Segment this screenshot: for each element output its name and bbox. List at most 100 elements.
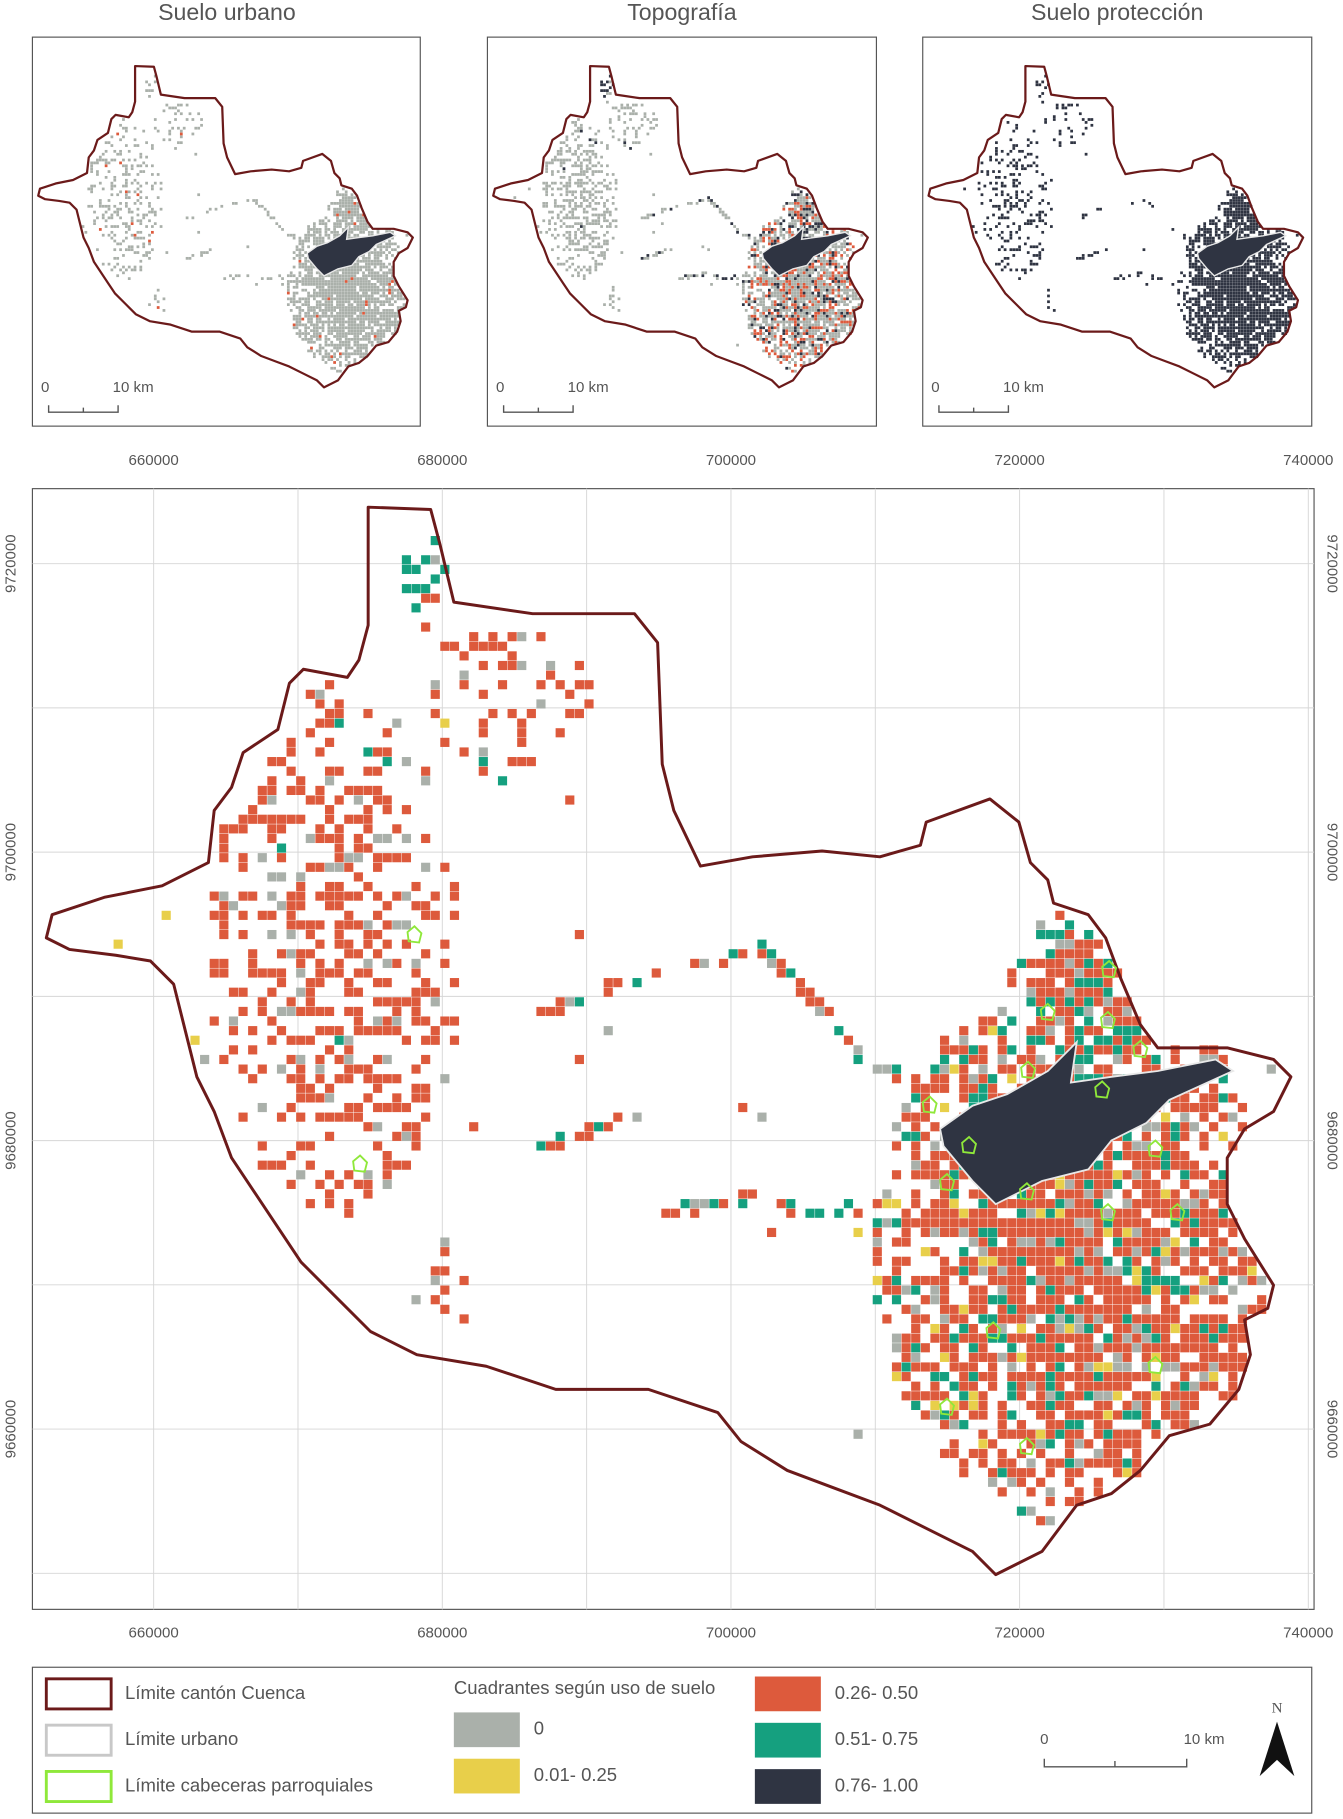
land-cell (353, 349, 357, 353)
land-cell (1122, 1237, 1132, 1247)
land-cell (353, 291, 357, 295)
land-cell (339, 317, 342, 321)
land-cell (773, 337, 777, 341)
land-cell (370, 271, 374, 275)
land-cell (611, 294, 615, 298)
land-cell (808, 335, 812, 338)
land-cell (330, 355, 334, 359)
land-cell (1151, 1275, 1161, 1286)
land-cell (310, 329, 313, 333)
land-cell (353, 311, 357, 315)
land-cell (356, 283, 360, 286)
land-cell (341, 291, 345, 295)
land-cell (1093, 1160, 1103, 1170)
land-cell (344, 1064, 354, 1074)
land-cell (356, 265, 360, 269)
land-cell (939, 1372, 950, 1382)
land-cell (1180, 1333, 1190, 1343)
land-cell (295, 314, 299, 318)
land-cell (276, 872, 287, 882)
land-cell (1209, 1208, 1219, 1218)
land-cell (330, 343, 334, 347)
land-cell (385, 248, 389, 252)
land-cell (805, 280, 809, 283)
land-cell (565, 149, 569, 153)
land-cell (382, 1074, 392, 1084)
land-cell (1151, 1237, 1161, 1247)
land-cell (396, 291, 400, 295)
land-cell (1132, 1160, 1142, 1170)
land-cell (568, 216, 572, 220)
land-cell (392, 853, 402, 863)
land-cell (773, 349, 777, 353)
land-cell (339, 309, 342, 312)
land-cell (1103, 1439, 1113, 1449)
land-cell (565, 997, 575, 1007)
land-cell (330, 326, 334, 330)
land-cell (770, 291, 774, 295)
land-cell (295, 285, 299, 289)
land-cell (344, 283, 348, 286)
land-cell (805, 216, 809, 220)
land-cell (661, 1208, 671, 1218)
land-cell (344, 352, 348, 356)
land-cell (765, 317, 768, 321)
land-cell (753, 236, 757, 240)
land-cell (1036, 1218, 1046, 1228)
land-cell (773, 309, 777, 312)
land-cell (391, 254, 394, 257)
land-cell (808, 329, 812, 333)
land-cell (286, 766, 296, 776)
land-cell (382, 833, 392, 844)
land-cell (606, 80, 609, 84)
land-cell (334, 853, 344, 863)
land-cell (788, 320, 791, 324)
land-cell (344, 343, 348, 347)
land-cell (753, 297, 757, 301)
land-cell (151, 89, 154, 92)
land-cell (347, 297, 351, 301)
land-cell (298, 256, 302, 260)
land-cell (805, 317, 809, 321)
land-cell (796, 216, 800, 220)
land-cell (901, 1333, 911, 1343)
land-cell (577, 274, 580, 278)
land-cell (139, 164, 143, 168)
land-cell (296, 901, 306, 911)
land-cell (388, 309, 391, 312)
land-cell (565, 216, 569, 220)
land-cell (276, 824, 287, 834)
land-cell (765, 265, 768, 269)
land-cell (350, 337, 354, 341)
land-cell (292, 297, 296, 301)
land-cell (341, 326, 345, 330)
land-cell (1209, 1275, 1219, 1286)
land-cell (315, 306, 319, 309)
land-cell (324, 283, 328, 286)
land-cell (269, 277, 273, 280)
land-cell (1218, 1391, 1228, 1401)
land-cell (1007, 1381, 1017, 1391)
land-cell (794, 219, 797, 223)
land-cell (139, 190, 143, 194)
land-cell (949, 1208, 959, 1218)
land-cell (107, 216, 111, 220)
land-cell (551, 233, 554, 237)
land-cell (298, 274, 302, 278)
land-cell (565, 268, 569, 272)
land-cell (767, 311, 771, 315)
land-cell (298, 254, 302, 257)
land-cell (597, 161, 601, 165)
land-cell (574, 121, 577, 124)
land-cell (341, 228, 345, 231)
land-cell (997, 1420, 1007, 1430)
land-cell (911, 1141, 921, 1151)
land-cell (347, 283, 351, 286)
land-cell (802, 361, 806, 364)
land-cell (359, 268, 363, 272)
land-cell (1045, 1016, 1055, 1026)
legend-label: Límite urbano (125, 1728, 238, 1749)
land-cell (272, 216, 276, 220)
land-cell (356, 306, 360, 309)
land-cell (811, 277, 815, 280)
